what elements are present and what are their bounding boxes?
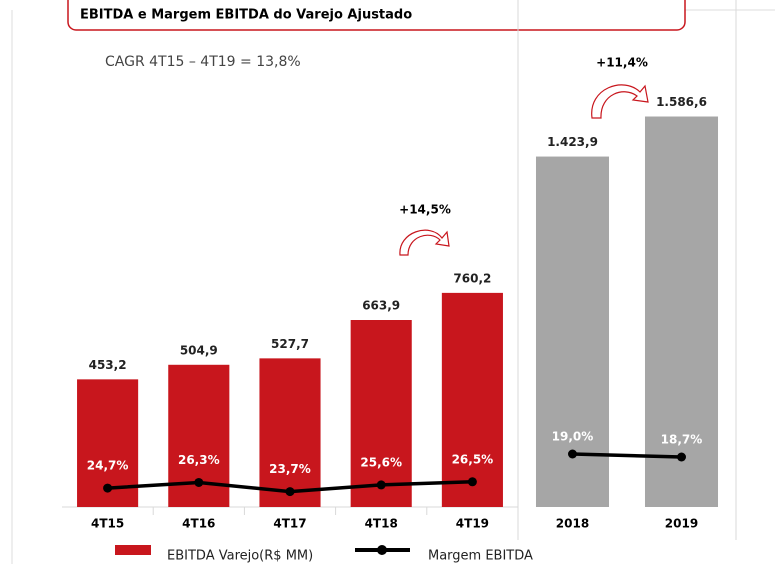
- value-label: 663,9: [362, 299, 400, 313]
- line-point: [285, 487, 295, 497]
- x-tick-label: 2019: [665, 517, 698, 531]
- line-point: [568, 449, 577, 459]
- bar: [350, 320, 412, 507]
- value-label: 24,7%: [87, 459, 129, 473]
- x-tick-label: 2018: [556, 517, 589, 531]
- x-tick-label: 4T19: [456, 517, 489, 531]
- x-tick-label: 4T17: [273, 517, 306, 531]
- value-label: 23,7%: [269, 462, 311, 476]
- subtitle: CAGR 4T15 – 4T19 = 13,8%: [105, 54, 301, 70]
- x-tick-label: 4T16: [182, 517, 215, 531]
- line-point: [467, 477, 477, 487]
- bar: [441, 292, 503, 507]
- x-tick-label: 4T15: [91, 517, 124, 531]
- value-label: 1.423,9: [547, 135, 598, 149]
- line-point: [103, 483, 113, 493]
- growth-arrow: [591, 84, 649, 119]
- annotation: +14,5%: [399, 203, 451, 217]
- value-label: 26,3%: [178, 453, 220, 467]
- value-label: 19,0%: [552, 430, 594, 444]
- legend-swatch: [115, 545, 151, 555]
- annotation: +11,4%: [596, 56, 648, 70]
- line-point: [376, 480, 386, 490]
- bar: [259, 358, 321, 507]
- legend-label: Margem EBITDA: [428, 549, 533, 564]
- bar: [535, 156, 610, 508]
- value-label: 504,9: [180, 343, 218, 357]
- value-label: 1.586,6: [656, 95, 707, 109]
- line-point: [194, 477, 204, 487]
- value-label: 453,2: [89, 358, 127, 372]
- line: [572, 452, 682, 459]
- bar: [644, 116, 719, 508]
- legend-swatch: [377, 545, 387, 555]
- line-point: [677, 452, 686, 462]
- legend-label: EBITDA Varejo(R$ MM): [167, 549, 313, 564]
- value-label: 527,7: [271, 337, 309, 351]
- value-label: 760,2: [453, 271, 491, 285]
- growth-arrow: [399, 229, 450, 256]
- value-label: 26,5%: [452, 452, 494, 466]
- x-tick-label: 4T18: [365, 517, 398, 531]
- title-box: [67, 0, 686, 31]
- value-label: 18,7%: [661, 433, 703, 447]
- value-label: 25,6%: [360, 455, 402, 469]
- chart-title: EBITDA e Margem EBITDA do Varejo Ajustad…: [80, 8, 412, 23]
